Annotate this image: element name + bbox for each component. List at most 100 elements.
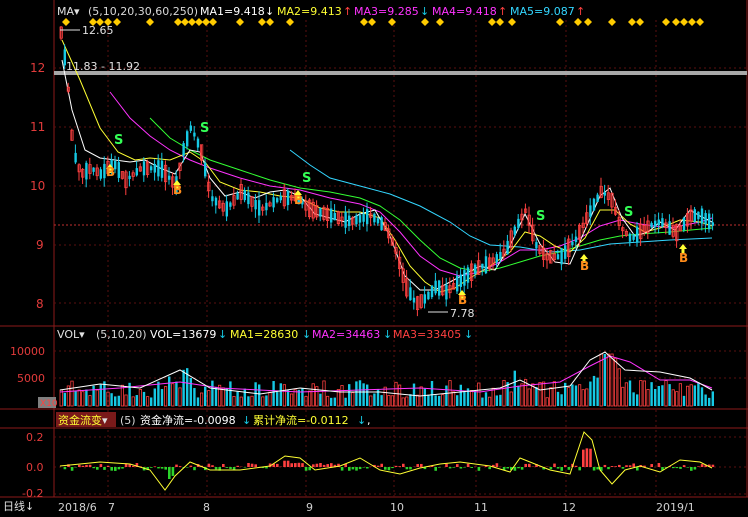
candle: [661, 213, 664, 229]
volume-params: (5,10,20): [96, 328, 147, 341]
candle-body: [412, 297, 416, 303]
candle-body: [545, 253, 549, 261]
volume-bar: [427, 394, 430, 406]
flow-bar: [117, 467, 121, 470]
candle-body: [348, 215, 351, 227]
buy-signal: B: [458, 293, 467, 307]
signal-diamond: [688, 18, 696, 26]
candle: [88, 157, 92, 180]
volume-bar: [574, 385, 578, 406]
flow-bar: [193, 467, 196, 471]
candle: [415, 295, 420, 317]
candle-body: [571, 241, 574, 246]
candle-body: [441, 285, 445, 296]
volume-bar: [135, 395, 138, 406]
candle: [182, 141, 185, 163]
candle-body: [120, 171, 124, 179]
candle: [214, 196, 218, 214]
candle: [311, 198, 315, 222]
high-annotation: 12.65: [60, 24, 114, 37]
candle: [664, 218, 668, 235]
candle: [344, 205, 347, 234]
volume-bar: [366, 384, 369, 406]
candle-body: [697, 211, 700, 220]
candle-body: [207, 181, 211, 192]
volume-bar: [186, 368, 189, 406]
candle: [168, 167, 171, 185]
candle-body: [344, 211, 347, 228]
flow-bar: [564, 465, 567, 467]
candle-body: [103, 163, 106, 179]
candle-body: [517, 218, 520, 228]
candle-body: [340, 216, 344, 221]
flow-bar: [686, 467, 689, 468]
flow-bar: [225, 467, 229, 468]
candle-body: [397, 256, 402, 270]
candle: [571, 233, 574, 248]
candle-body: [556, 254, 560, 260]
candle: [434, 272, 437, 296]
volume-bar: [654, 389, 657, 406]
volume-bar: [506, 382, 509, 406]
flow-bar: [128, 464, 131, 467]
volume-bar: [596, 377, 599, 406]
flow-bar: [294, 463, 297, 467]
flow-bar: [610, 466, 614, 467]
candle-body: [258, 200, 261, 216]
candle-body: [243, 190, 246, 201]
volume-bar: [463, 390, 466, 406]
volume-bar: [178, 387, 182, 407]
ma-indicator-selector[interactable]: MA▾: [57, 5, 80, 18]
candle-body: [678, 225, 683, 232]
flow-net-arrow: ↓: [242, 414, 251, 427]
volume-bar: [217, 384, 222, 407]
flow-bar: [351, 467, 355, 470]
candle: [282, 183, 287, 210]
candle: [99, 166, 102, 181]
flow-bar: [358, 467, 362, 470]
volume-bar: [466, 388, 470, 406]
signal-diamond: [584, 18, 592, 26]
candle-body: [711, 222, 714, 226]
volume-bar: [311, 383, 315, 407]
volume-bar: [646, 389, 650, 407]
candle-body: [451, 283, 456, 290]
volume-bar: [196, 397, 200, 406]
flow-indicator-selector[interactable]: 资金流变▾: [58, 413, 108, 427]
flow-bar: [484, 465, 488, 467]
volume-bar: [124, 394, 128, 407]
candle-body: [254, 199, 257, 210]
candle: [120, 171, 124, 180]
volume-bar: [95, 389, 99, 407]
candle: [697, 211, 700, 225]
volume-bar: [556, 391, 560, 406]
candle-body: [502, 248, 506, 257]
candle-body: [92, 167, 95, 172]
volume-bar: [642, 380, 647, 407]
volume-bar: [697, 382, 700, 406]
flow-bar: [502, 467, 506, 471]
candle-body: [261, 206, 265, 211]
candle: [362, 207, 365, 227]
flow-bar: [398, 466, 401, 467]
flow-bar: [682, 465, 686, 467]
signal-diamond: [672, 18, 680, 26]
candle: [348, 208, 351, 232]
period-selector[interactable]: 日线↓: [3, 499, 34, 513]
candle-body: [549, 250, 553, 264]
candle-body: [693, 209, 696, 222]
candle-body: [333, 212, 336, 221]
candle-body: [110, 159, 113, 169]
candle-body: [171, 176, 175, 188]
candle-body: [239, 184, 243, 200]
signal-diamond: [195, 18, 203, 26]
candle-body: [138, 166, 142, 172]
volume-bar: [214, 386, 218, 406]
volume-bar: [517, 385, 520, 406]
candle: [581, 216, 585, 235]
candle: [103, 156, 106, 187]
volume-indicator-selector[interactable]: VOL▾: [57, 328, 85, 341]
candle: [355, 213, 358, 227]
candle: [456, 270, 459, 294]
